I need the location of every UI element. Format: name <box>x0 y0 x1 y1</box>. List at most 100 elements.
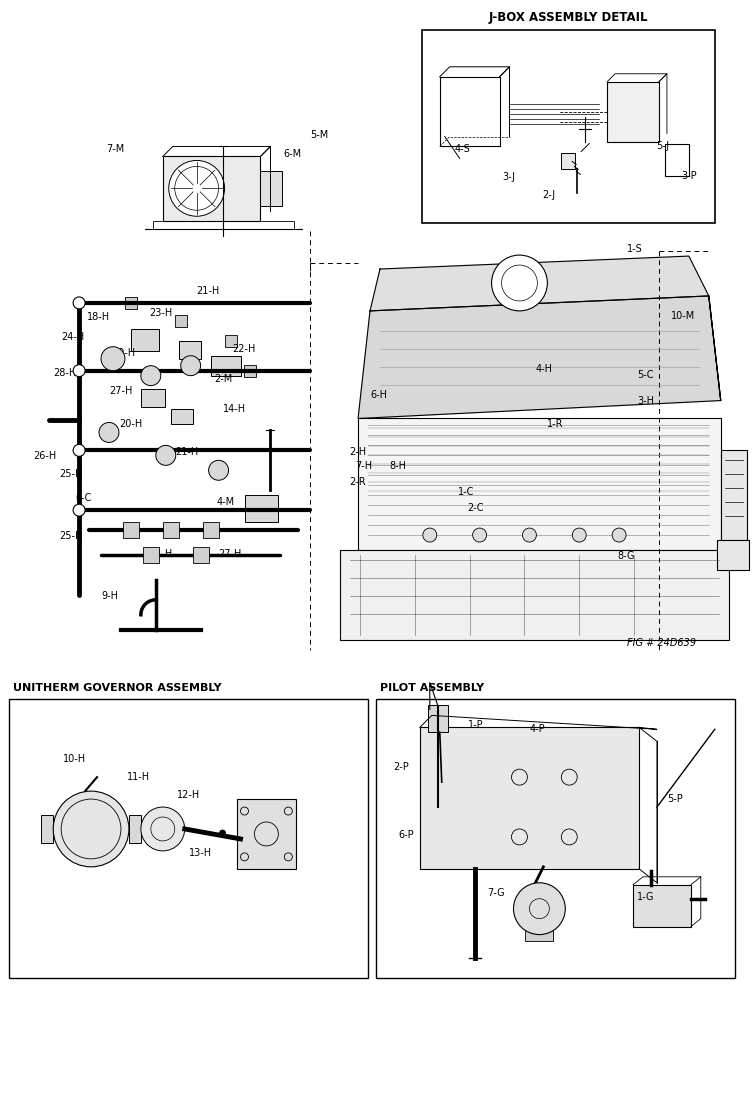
Circle shape <box>141 365 161 386</box>
Text: 5-C: 5-C <box>637 370 653 379</box>
Circle shape <box>423 528 437 542</box>
Text: 4-M: 4-M <box>217 497 235 507</box>
Text: 5-J: 5-J <box>656 142 669 152</box>
Bar <box>260 172 282 207</box>
Text: 2-M: 2-M <box>214 374 233 384</box>
Text: 1-C: 1-C <box>458 487 474 497</box>
Text: 9-H: 9-H <box>101 591 118 601</box>
Text: 27-H: 27-H <box>109 386 132 396</box>
Bar <box>237 799 296 869</box>
Text: 1-G: 1-G <box>637 892 654 902</box>
Text: 1-S: 1-S <box>627 244 643 254</box>
Bar <box>428 705 447 733</box>
Polygon shape <box>709 296 720 400</box>
Text: 2-J: 2-J <box>542 190 556 200</box>
Circle shape <box>73 444 85 456</box>
Text: 19-H: 19-H <box>113 348 136 358</box>
Circle shape <box>523 528 536 542</box>
Bar <box>162 156 260 221</box>
Circle shape <box>141 807 185 851</box>
Text: 22-H: 22-H <box>232 343 256 354</box>
Bar <box>607 81 659 142</box>
Bar <box>41 815 53 843</box>
Text: 10-M: 10-M <box>671 311 695 321</box>
Bar <box>211 355 241 375</box>
Text: 5-M: 5-M <box>311 130 329 140</box>
Circle shape <box>101 346 125 371</box>
Text: 18-H: 18-H <box>87 312 111 322</box>
Text: 28-H: 28-H <box>53 367 77 377</box>
Text: UNITHERM GOVERNOR ASSEMBLY: UNITHERM GOVERNOR ASSEMBLY <box>14 683 222 693</box>
Text: 4-H: 4-H <box>535 364 553 374</box>
Text: 26-H: 26-H <box>33 451 56 461</box>
Text: 6-C: 6-C <box>75 493 92 503</box>
Text: 1-P: 1-P <box>468 720 484 730</box>
Text: 5-P: 5-P <box>667 794 683 804</box>
Polygon shape <box>358 296 720 418</box>
Text: 3-J: 3-J <box>502 173 516 183</box>
Polygon shape <box>370 256 709 311</box>
Circle shape <box>180 355 201 375</box>
Text: 6-H: 6-H <box>370 389 387 399</box>
Text: 24-H: 24-H <box>149 549 172 559</box>
Text: J-BOX ASSEMBLY DETAIL: J-BOX ASSEMBLY DETAIL <box>489 11 648 24</box>
Circle shape <box>220 830 226 836</box>
Bar <box>420 727 639 869</box>
Text: 25-H: 25-H <box>59 470 83 480</box>
Text: 21-H: 21-H <box>176 448 199 458</box>
Circle shape <box>53 791 129 867</box>
Text: 8-H: 8-H <box>389 461 406 471</box>
Text: 23-H: 23-H <box>149 308 172 318</box>
Bar <box>720 450 747 540</box>
Bar <box>171 408 193 425</box>
Bar <box>123 522 139 538</box>
Bar <box>174 315 186 327</box>
Bar <box>141 388 165 407</box>
Circle shape <box>73 297 85 309</box>
Bar <box>340 550 729 640</box>
Text: 11-H: 11-H <box>127 772 150 782</box>
Circle shape <box>612 528 626 542</box>
Text: 27-H: 27-H <box>219 549 242 559</box>
Text: 7-G: 7-G <box>487 888 505 898</box>
Bar <box>129 815 141 843</box>
Circle shape <box>208 460 229 481</box>
Text: 13-H: 13-H <box>189 848 212 858</box>
Bar <box>244 365 256 376</box>
Text: 6-M: 6-M <box>284 150 302 160</box>
Circle shape <box>492 255 547 311</box>
Text: 4-P: 4-P <box>529 724 545 735</box>
Bar <box>245 495 278 522</box>
Text: 21-H: 21-H <box>197 286 220 296</box>
Bar <box>358 418 720 550</box>
Bar <box>376 700 735 978</box>
Bar <box>193 547 208 563</box>
Circle shape <box>168 161 225 217</box>
Circle shape <box>156 446 176 465</box>
Bar <box>225 334 237 346</box>
Text: PILOT ASSEMBLY: PILOT ASSEMBLY <box>380 683 484 693</box>
Text: 2-H: 2-H <box>349 448 366 458</box>
Circle shape <box>473 528 487 542</box>
Circle shape <box>572 528 587 542</box>
Text: 6-P: 6-P <box>398 829 414 840</box>
Bar <box>179 341 201 359</box>
Text: 20-H: 20-H <box>119 419 142 429</box>
Text: 14-H: 14-H <box>223 404 246 414</box>
Bar <box>633 884 691 926</box>
Bar <box>561 154 575 169</box>
Text: 2-P: 2-P <box>393 762 408 772</box>
Circle shape <box>73 504 85 516</box>
Bar <box>665 143 689 176</box>
Circle shape <box>99 422 119 442</box>
Text: FIG # 24D639: FIG # 24D639 <box>627 638 696 648</box>
Text: 25-H: 25-H <box>59 531 83 541</box>
Circle shape <box>514 883 566 935</box>
Text: 7-H: 7-H <box>355 461 372 471</box>
Bar <box>143 547 159 563</box>
Text: 1-R: 1-R <box>547 419 564 429</box>
Bar <box>162 522 179 538</box>
Text: 2-R: 2-R <box>349 477 365 487</box>
Text: 3-H: 3-H <box>637 396 654 406</box>
Text: 3-P: 3-P <box>681 172 696 182</box>
